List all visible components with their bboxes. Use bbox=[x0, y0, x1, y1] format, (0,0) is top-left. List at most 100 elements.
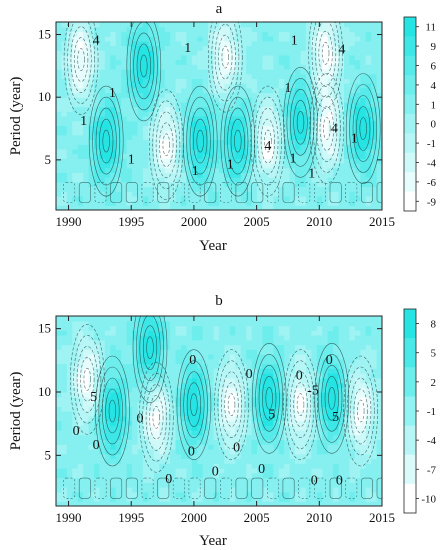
heatmap-cell bbox=[338, 158, 345, 164]
heatmap-cell bbox=[153, 158, 160, 164]
heatmap-cell bbox=[311, 116, 318, 122]
heatmap-cell bbox=[164, 463, 171, 469]
heatmap-cell bbox=[191, 415, 198, 422]
heatmap-cell bbox=[365, 349, 372, 355]
heatmap-cell bbox=[175, 116, 182, 122]
heatmap-cell bbox=[267, 167, 274, 173]
heatmap-cell bbox=[164, 330, 171, 336]
heatmap-cell bbox=[170, 36, 177, 42]
heatmap-cell bbox=[202, 401, 209, 407]
heatmap-cell bbox=[251, 501, 258, 506]
heatmap-cell bbox=[300, 97, 307, 103]
heatmap-cell bbox=[213, 420, 220, 426]
heatmap-cell bbox=[229, 354, 236, 360]
heatmap-cell bbox=[159, 496, 166, 502]
heatmap-cell bbox=[66, 401, 73, 407]
heatmap-cell bbox=[278, 320, 285, 327]
heatmap-cell bbox=[148, 434, 155, 441]
heatmap-cell bbox=[289, 401, 296, 407]
heatmap-cell bbox=[371, 368, 378, 374]
heatmap-cell bbox=[115, 148, 122, 155]
heatmap-cell bbox=[121, 468, 128, 474]
heatmap-cell bbox=[311, 54, 318, 61]
heatmap-cell bbox=[104, 501, 111, 506]
heatmap-cell bbox=[219, 358, 226, 365]
heatmap-cell bbox=[56, 120, 63, 126]
heatmap-cell bbox=[278, 172, 285, 178]
heatmap-cell bbox=[153, 406, 160, 412]
heatmap-cell bbox=[235, 186, 242, 192]
heatmap-cell bbox=[202, 434, 209, 441]
heatmap-cell bbox=[83, 191, 90, 197]
heatmap-cell bbox=[164, 186, 171, 192]
heatmap-cell bbox=[202, 106, 209, 112]
heatmap-cell bbox=[273, 501, 280, 506]
heatmap-cell bbox=[257, 325, 264, 331]
contour-cell bbox=[78, 182, 91, 203]
heatmap-cell bbox=[365, 425, 372, 431]
heatmap-cell bbox=[376, 354, 382, 360]
heatmap-cell bbox=[61, 491, 68, 498]
heatmap-cell bbox=[376, 73, 382, 79]
heatmap-cell bbox=[72, 439, 79, 445]
heatmap-cell bbox=[300, 130, 307, 136]
heatmap-cell bbox=[327, 78, 334, 84]
heatmap-cell bbox=[83, 134, 90, 141]
heatmap-cell bbox=[289, 101, 296, 108]
heatmap-cell bbox=[365, 69, 372, 75]
heatmap-cell bbox=[197, 73, 204, 79]
heatmap-cell bbox=[66, 200, 73, 206]
heatmap-cell bbox=[229, 425, 236, 431]
heatmap-cell bbox=[354, 40, 361, 47]
heatmap-cell bbox=[110, 134, 117, 141]
heatmap-cell bbox=[316, 458, 323, 464]
heatmap-cell bbox=[365, 87, 372, 94]
heatmap-cell bbox=[202, 487, 209, 493]
heatmap-cell bbox=[66, 368, 73, 374]
contour-ring bbox=[323, 117, 331, 140]
heatmap-cell bbox=[338, 69, 345, 75]
heatmap-cell bbox=[219, 396, 226, 403]
heatmap-cell bbox=[262, 349, 269, 355]
heatmap-cell bbox=[305, 31, 312, 37]
heatmap-cell bbox=[110, 125, 117, 131]
heatmap-cell bbox=[229, 106, 236, 112]
heatmap-cell bbox=[246, 59, 253, 65]
heatmap-cell bbox=[354, 349, 361, 355]
heatmap-cell bbox=[126, 316, 133, 322]
heatmap-cell bbox=[66, 425, 73, 431]
heatmap-cell bbox=[219, 458, 226, 464]
heatmap-cell bbox=[137, 468, 144, 474]
heatmap-cell bbox=[186, 101, 193, 108]
heatmap-cell bbox=[186, 439, 193, 445]
heatmap-cell bbox=[72, 186, 79, 192]
heatmap-cell bbox=[56, 101, 63, 108]
heatmap-cell bbox=[267, 392, 274, 398]
heatmap-cell bbox=[132, 83, 139, 89]
heatmap-cell bbox=[311, 22, 318, 28]
heatmap-cell bbox=[164, 468, 171, 474]
heatmap-cell bbox=[365, 92, 372, 98]
heatmap-cell bbox=[202, 186, 209, 192]
heatmap-cell bbox=[110, 139, 117, 145]
heatmap-cell bbox=[235, 491, 242, 498]
heatmap-cell bbox=[148, 396, 155, 403]
heatmap-cell bbox=[94, 54, 101, 61]
heatmap-cell bbox=[322, 83, 329, 89]
heatmap-cell bbox=[305, 439, 312, 445]
heatmap-cell bbox=[83, 373, 90, 379]
heatmap-cell bbox=[322, 139, 329, 145]
heatmap-cell bbox=[121, 83, 128, 89]
heatmap-cell bbox=[164, 205, 171, 210]
heatmap-cell bbox=[257, 496, 264, 502]
heatmap-cell bbox=[343, 172, 350, 178]
heatmap-cell bbox=[354, 363, 361, 369]
heatmap-cell bbox=[159, 349, 166, 355]
heatmap-cell bbox=[61, 144, 68, 150]
heatmap-cell bbox=[273, 354, 280, 360]
heatmap-cell bbox=[72, 125, 79, 131]
heatmap-cell bbox=[61, 134, 68, 141]
heatmap-cell bbox=[246, 167, 253, 173]
heatmap-cell bbox=[305, 463, 312, 469]
heatmap-cell bbox=[257, 387, 264, 393]
